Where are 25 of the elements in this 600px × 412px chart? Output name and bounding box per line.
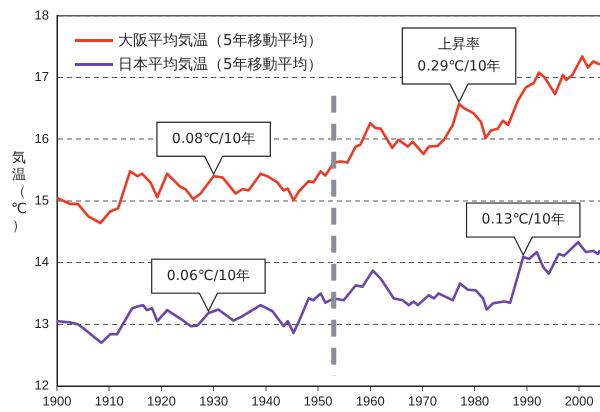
x-tick-label: 1960 [356, 393, 385, 408]
y-tick-label: 18 [34, 7, 49, 22]
x-tick-label: 1980 [460, 393, 490, 408]
x-tick-label: 1940 [251, 393, 280, 408]
annotation: 0.13℃/10年 [482, 212, 565, 228]
x-tick-label: 1950 [304, 393, 333, 408]
x-tick-label: 1930 [199, 393, 228, 408]
y-tick-label: 12 [34, 378, 49, 393]
legend-label: 大阪平均気温（5年移動平均） [118, 30, 323, 50]
y-tick-label: 15 [34, 192, 49, 208]
y-tick-label: 16 [34, 130, 49, 146]
x-tick-label: 1990 [512, 393, 542, 408]
annotation: 0.06℃/10年 [166, 268, 250, 284]
y-tick-label: 14 [34, 254, 49, 270]
y-tick-label: 17 [34, 69, 49, 84]
x-tick-label: 1970 [408, 393, 437, 408]
y-tick-label: 13 [34, 316, 49, 331]
x-tick-label: 1920 [146, 393, 176, 408]
legend-label: 日本平均気温（5年移動平均） [118, 54, 323, 74]
x-tick-label: 1910 [94, 393, 124, 408]
x-tick-label: 1900 [42, 393, 72, 408]
annotation: 上昇率 0.29℃/10年 [417, 36, 501, 75]
y-axis-title: 気温（℃） [11, 150, 27, 235]
annotation: 0.08℃/10年 [172, 130, 256, 147]
x-tick-label: 2000 [564, 393, 594, 408]
